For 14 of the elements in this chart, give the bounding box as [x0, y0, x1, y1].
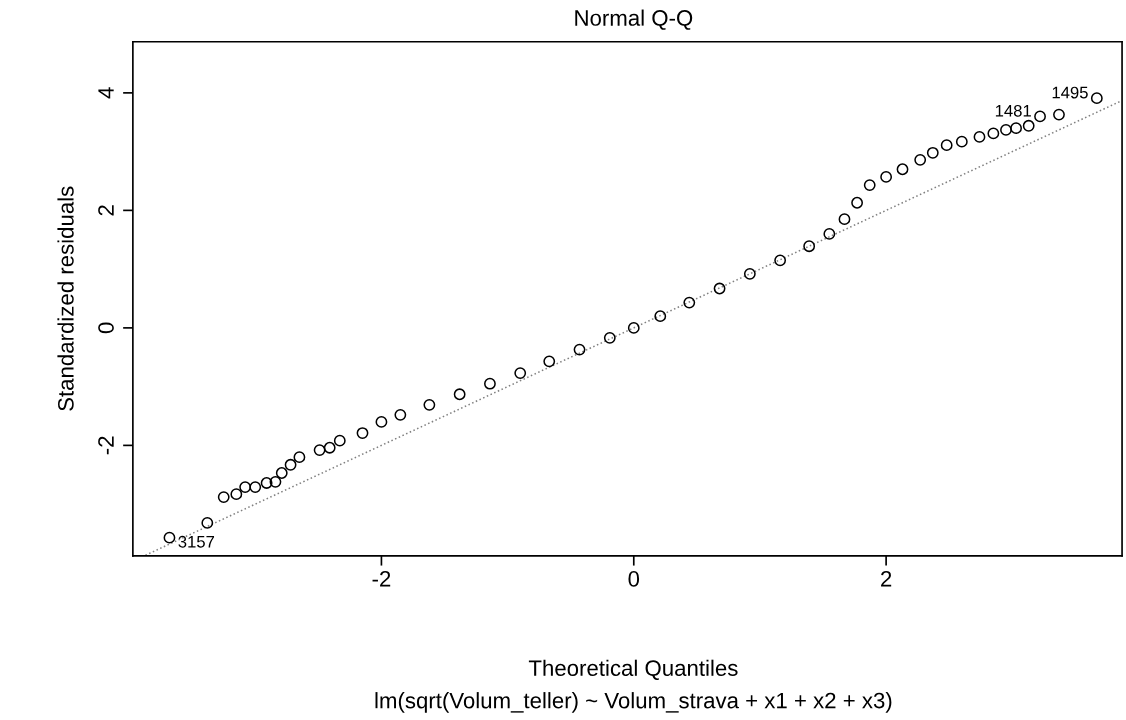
y-tick-label: -2	[98, 436, 114, 455]
x-axis-title: Theoretical Quantiles	[528, 659, 738, 680]
x-tick-label: -2	[372, 571, 391, 587]
annotation: 3157	[178, 535, 215, 548]
y-tick-label: 2	[98, 205, 114, 216]
y-axis-title: Standardized residuals	[57, 186, 74, 411]
x-tick-label: 0	[628, 571, 640, 587]
chart-title: Normal Q-Q	[575, 9, 693, 30]
y-tick-label: 4	[98, 87, 114, 99]
annotation: 1481	[995, 104, 1031, 117]
y-tick-label: 0	[98, 322, 114, 334]
x-tick-label: 2	[881, 571, 892, 587]
text: lm(sqrt(Volum_teller) ~ Volum_strava + x1 + x2 + x3)	[375, 692, 892, 713]
annotation: 1495	[1052, 86, 1088, 99]
